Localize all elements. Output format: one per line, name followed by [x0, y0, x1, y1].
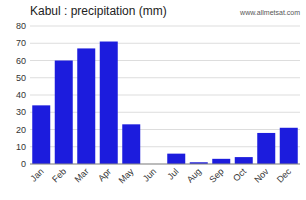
x-tick-label: Jan	[28, 166, 45, 183]
y-tick-label: 50	[16, 73, 26, 83]
x-tick-label: Aug	[185, 166, 203, 184]
bar	[212, 159, 230, 164]
x-axis-line	[30, 164, 300, 165]
x-tick-label: Oct	[231, 166, 248, 183]
y-tick-label: 60	[16, 56, 26, 66]
grid-line	[30, 26, 300, 27]
x-tick-label: Dec	[275, 166, 294, 185]
y-tick-label: 70	[16, 38, 26, 48]
bar	[100, 42, 118, 164]
bar	[32, 105, 50, 164]
y-tick-label: 40	[16, 90, 26, 100]
x-tick-label: Sep	[207, 166, 225, 184]
bar	[257, 133, 275, 164]
plot-area	[30, 26, 300, 164]
bar	[122, 124, 140, 164]
chart: Kabul : precipitation (mm) www.allmetsat.…	[0, 0, 306, 200]
bar	[280, 128, 298, 164]
x-tick-label: Apr	[96, 166, 113, 183]
x-tick-label: Jun	[141, 166, 158, 183]
bar	[235, 157, 253, 164]
x-tick-label: May	[117, 166, 136, 185]
y-tick-label: 10	[16, 142, 26, 152]
y-tick-label: 0	[21, 159, 26, 169]
title: Kabul : precipitation (mm)	[30, 4, 167, 18]
grid-line	[30, 43, 300, 44]
bar	[167, 154, 185, 164]
y-axis: 0 10 20 30 40 50 60 70 80	[16, 21, 300, 169]
x-tick-label: Mar	[73, 166, 91, 184]
bar	[77, 48, 95, 164]
x-tick-label: Jul	[165, 166, 180, 181]
watermark: www.allmetsat.com	[239, 9, 300, 16]
bar	[55, 61, 73, 165]
x-tick-label: Feb	[50, 166, 68, 184]
y-tick-label: 80	[16, 21, 26, 31]
bars	[32, 42, 298, 164]
grid-line	[30, 164, 300, 165]
y-tick-label: 20	[16, 125, 26, 135]
x-axis: Jan Feb Mar AprMay Jun Jul AugSep OctNovDec	[28, 166, 293, 185]
x-tick-label: Nov	[252, 166, 271, 185]
y-tick-label: 30	[16, 107, 26, 117]
